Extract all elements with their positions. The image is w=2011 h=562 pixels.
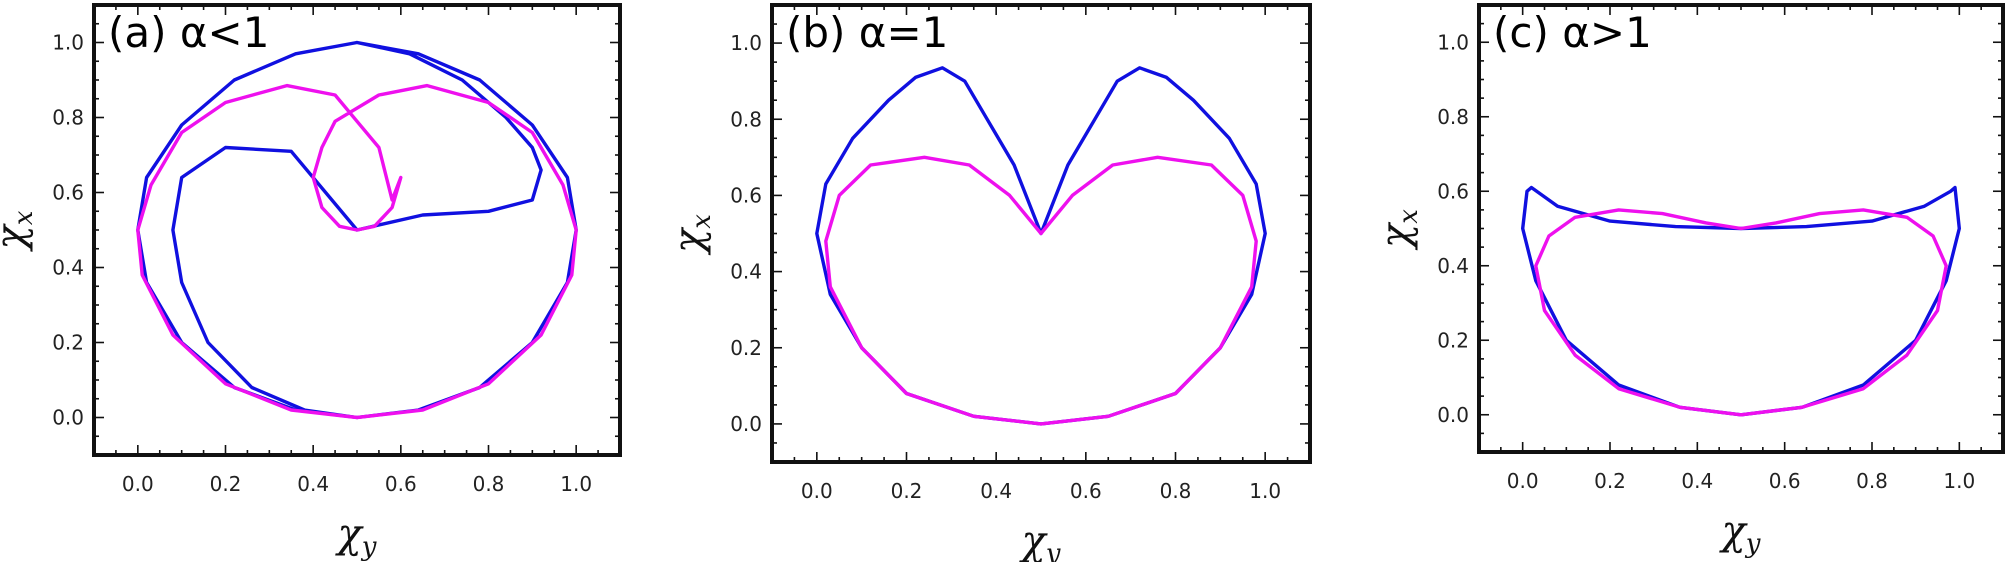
y-tick-label: 1.0 (1437, 30, 1469, 54)
panel-1: 0.0 0.2 0.4 0.6 0.8 1.0 0.0 0.2 0.4 0.6 0.8 1.0 χy χx… (0, 3, 622, 562)
x-axis-label: χy (335, 511, 377, 562)
x-tick-label: 0.0 (122, 472, 154, 496)
x-tick-label: 0.2 (210, 472, 242, 496)
y-tick-label: 0.0 (52, 406, 84, 430)
y-tick-label: 0.4 (1437, 254, 1469, 278)
x-tick-label: 0.8 (1856, 469, 1888, 493)
y-tick-label: 0.4 (52, 256, 84, 280)
x-tick-label: 1.0 (560, 472, 592, 496)
tick-marks (93, 5, 620, 456)
x-tick-label: 0.0 (801, 479, 833, 503)
x-tick-label: 1.0 (1249, 479, 1281, 503)
x-tick-label: 0.4 (1681, 469, 1713, 493)
y-tick-label: 1.0 (52, 31, 84, 55)
y-tick-label: 0.8 (730, 107, 762, 131)
y-tick-label: 0.2 (1437, 328, 1469, 352)
x-tick-label: 0.6 (1070, 479, 1102, 503)
x-tick-label: 0.6 (385, 472, 417, 496)
panel-3: 0.0 0.2 0.4 0.6 0.8 1.0 0.0 0.2 0.4 0.6 0.8 1.0 χy χx… (1373, 3, 2005, 559)
y-tick-label: 0.8 (52, 106, 84, 130)
y-axis-label: χx (0, 210, 39, 252)
x-axis-label: χy (1719, 508, 1761, 559)
series-2-line (1534, 208, 1948, 417)
tick-marks (1478, 5, 2003, 453)
x-tick-label: 0.8 (473, 472, 505, 496)
y-tick-label: 0.4 (730, 260, 762, 284)
y-tick-label: 0.0 (730, 412, 762, 436)
panel-2: 0.0 0.2 0.4 0.6 0.8 1.0 0.0 0.2 0.4 0.6 0.8 1.0 χy χx… (666, 3, 1312, 562)
x-tick-label: 0.4 (980, 479, 1012, 503)
y-tick-label: 1.0 (730, 31, 762, 55)
panel-title: (c) α>1 (1493, 8, 1652, 57)
panel-title: (a) α<1 (108, 8, 269, 57)
y-tick-label: 0.6 (730, 183, 762, 207)
series-1-line (1521, 185, 1961, 417)
y-tick-label: 0.8 (1437, 105, 1469, 129)
y-axis-label: χx (666, 214, 717, 256)
series-2-line (136, 83, 578, 420)
y-tick-label: 0.2 (730, 336, 762, 360)
x-tick-label: 0.0 (1507, 469, 1539, 493)
series-2-line (824, 155, 1258, 426)
x-tick-label: 0.2 (1594, 469, 1626, 493)
x-tick-label: 0.6 (1769, 469, 1801, 493)
x-tick-label: 0.2 (891, 479, 923, 503)
x-tick-label: 1.0 (1943, 469, 1975, 493)
x-tick-label: 0.8 (1160, 479, 1192, 503)
panel-title: (b) α=1 (786, 8, 948, 57)
y-axis-label: χx (1373, 209, 1424, 251)
y-tick-label: 0.0 (1437, 403, 1469, 427)
x-tick-label: 0.4 (297, 472, 329, 496)
y-tick-label: 0.2 (52, 331, 84, 355)
x-axis-label: χy (1019, 518, 1061, 562)
tick-marks (771, 5, 1310, 463)
y-tick-label: 0.6 (1437, 179, 1469, 203)
y-tick-label: 0.6 (52, 181, 84, 205)
